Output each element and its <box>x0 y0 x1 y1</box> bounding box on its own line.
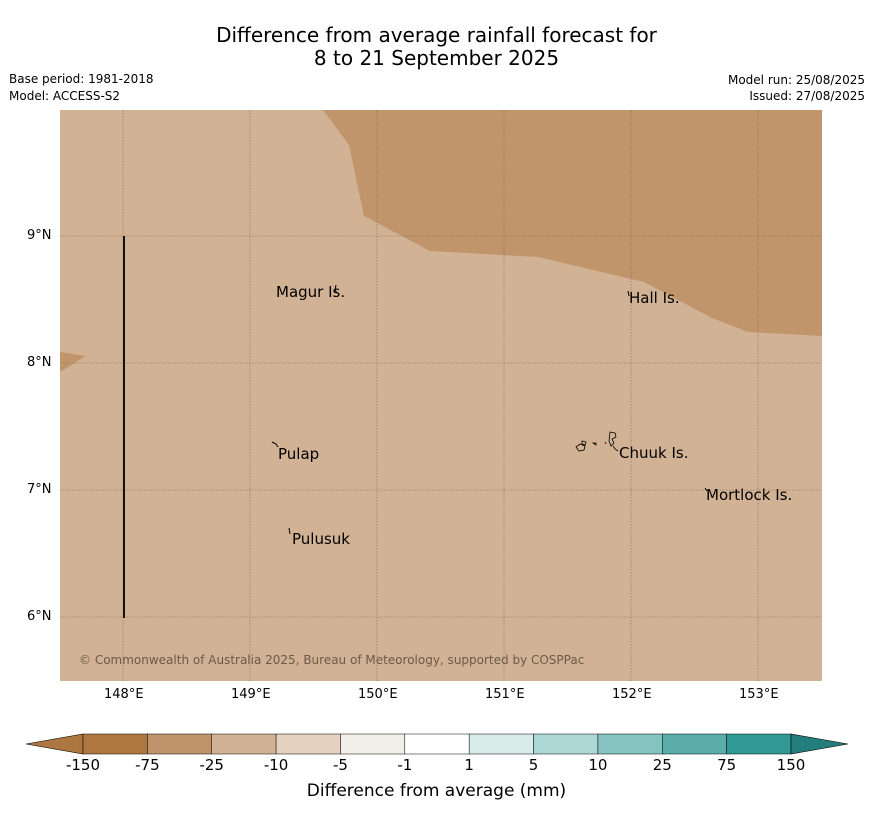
hall-island-outline <box>627 290 630 297</box>
colorbar-swatch <box>662 733 727 755</box>
place-label-hall: Hall Is. <box>629 289 680 307</box>
place-label-mortlock: Mortlock Is. <box>706 486 793 504</box>
lon-tick-150: 150°E <box>358 687 398 702</box>
colorbar-tick-label: -75 <box>135 756 160 774</box>
colorbar-swatch <box>275 733 341 755</box>
issued-label: Issued: 27/08/2025 <box>749 89 865 103</box>
chuuk-islet <box>604 441 607 445</box>
base-period-label: Base period: 1981-2018 <box>9 72 154 86</box>
copyright-notice: © Commonwealth of Australia 2025, Bureau… <box>79 653 585 667</box>
place-label-magur: Magur Is. <box>276 283 346 301</box>
map-title-line1: Difference from average rainfall forecas… <box>216 23 657 47</box>
colorbar-tick-label: -150 <box>65 756 101 774</box>
colorbar-extend-high <box>790 733 849 755</box>
lon-tick-152: 152°E <box>612 687 652 702</box>
colorbar-swatch <box>211 733 277 755</box>
model-run-label: Model run: 25/08/2025 <box>727 73 865 87</box>
chuuk-islet <box>608 431 617 447</box>
drier-region-north <box>323 110 822 336</box>
lon-tick-148: 148°E <box>104 687 144 702</box>
mortlock-island-outline <box>704 487 708 492</box>
colorbar-swatch <box>597 733 663 755</box>
map-canvas <box>60 110 822 681</box>
colorbar-tick-label: 1 <box>464 756 474 774</box>
colorbar-swatch <box>82 733 148 755</box>
colorbar-tick-label: -10 <box>263 756 289 774</box>
map-title-line2: 8 to 21 September 2025 <box>313 46 560 70</box>
map-panel: Magur Is. Hall Is. Pulap Chuuk Is. Mortl… <box>60 110 822 681</box>
lat-tick-8: 8°N <box>27 355 52 370</box>
chuuk-islet <box>575 443 586 452</box>
colorbar-tick-label: 150 <box>776 756 806 774</box>
place-label-pulap: Pulap <box>278 445 320 463</box>
magur-island-outline <box>334 284 338 294</box>
lon-tick-149: 149°E <box>231 687 271 702</box>
drier-region-west <box>60 352 86 372</box>
pulap-island-outline <box>271 441 279 448</box>
colorbar-swatch <box>726 733 792 755</box>
colorbar-swatch <box>147 733 212 755</box>
colorbar-extend-low <box>25 733 84 755</box>
colorbar-tick-label: 25 <box>652 756 672 774</box>
colorbar-tick-label: 5 <box>528 756 539 774</box>
lat-tick-9: 9°N <box>27 228 52 243</box>
colorbar-title: Difference from average (mm) <box>306 781 567 801</box>
chuuk-islet <box>581 440 587 446</box>
colorbar-tick-label: 10 <box>588 756 608 774</box>
chuuk-islet <box>591 442 597 446</box>
place-label-pulusuk: Pulusuk <box>292 530 350 548</box>
model-label: Model: ACCESS-S2 <box>9 89 121 103</box>
colorbar-tick-label: 75 <box>717 756 737 774</box>
lon-tick-151: 151°E <box>485 687 525 702</box>
lat-tick-7: 7°N <box>27 482 52 497</box>
colorbar-swatch <box>340 733 406 755</box>
lon-tick-153: 153°E <box>739 687 779 702</box>
colorbar-tick-label: -5 <box>332 756 348 774</box>
chuuk-island-outline <box>575 431 619 452</box>
colorbar-tick-label: -1 <box>397 756 413 774</box>
chuuk-islet <box>612 445 619 452</box>
colorbar-tick-label: -25 <box>199 756 224 774</box>
colorbar-swatch <box>404 733 470 755</box>
colorbar-swatch <box>468 733 534 755</box>
pulusuk-island-outline <box>288 527 291 535</box>
colorbar-swatch <box>533 733 599 755</box>
place-label-chuuk: Chuuk Is. <box>619 444 689 462</box>
lat-tick-6: 6°N <box>27 609 52 624</box>
